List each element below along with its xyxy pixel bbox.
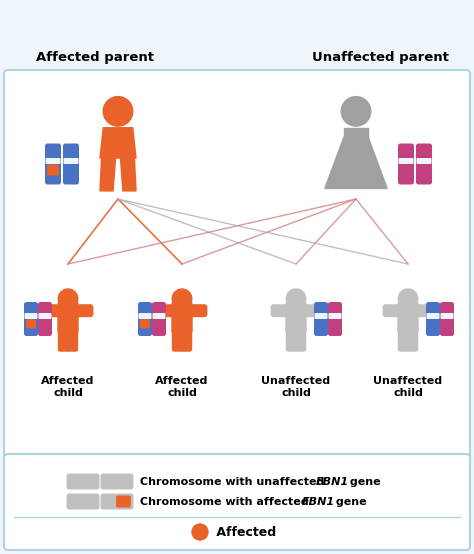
FancyBboxPatch shape (66, 474, 100, 490)
FancyBboxPatch shape (412, 304, 433, 317)
FancyBboxPatch shape (138, 313, 152, 319)
Circle shape (192, 524, 208, 540)
FancyBboxPatch shape (100, 474, 134, 490)
Text: Chromosome with affected: Chromosome with affected (140, 497, 312, 507)
FancyBboxPatch shape (46, 158, 61, 164)
FancyBboxPatch shape (38, 302, 52, 336)
Text: Affected
child: Affected child (41, 376, 95, 398)
FancyBboxPatch shape (314, 302, 328, 336)
FancyBboxPatch shape (416, 143, 432, 184)
FancyBboxPatch shape (58, 327, 70, 352)
FancyBboxPatch shape (383, 304, 404, 317)
FancyBboxPatch shape (43, 304, 64, 317)
FancyBboxPatch shape (186, 304, 208, 317)
Circle shape (58, 289, 78, 309)
Text: Affected
child: Affected child (155, 376, 209, 398)
FancyBboxPatch shape (26, 319, 36, 329)
Text: Unaffected
child: Unaffected child (262, 376, 330, 398)
FancyBboxPatch shape (294, 327, 306, 352)
Polygon shape (100, 128, 136, 158)
FancyBboxPatch shape (63, 143, 79, 184)
FancyBboxPatch shape (328, 302, 342, 336)
FancyBboxPatch shape (285, 301, 307, 334)
FancyBboxPatch shape (417, 158, 431, 164)
FancyBboxPatch shape (57, 301, 79, 334)
FancyBboxPatch shape (152, 302, 166, 336)
FancyBboxPatch shape (427, 313, 439, 319)
FancyBboxPatch shape (398, 327, 410, 352)
FancyBboxPatch shape (180, 327, 192, 352)
Circle shape (398, 289, 418, 309)
FancyBboxPatch shape (398, 143, 414, 184)
FancyBboxPatch shape (315, 313, 328, 319)
Text: FBN1: FBN1 (316, 477, 349, 487)
FancyBboxPatch shape (38, 313, 52, 319)
Text: gene: gene (346, 477, 381, 487)
FancyBboxPatch shape (406, 327, 418, 352)
FancyBboxPatch shape (116, 495, 131, 507)
FancyBboxPatch shape (45, 143, 61, 184)
Circle shape (341, 96, 371, 126)
FancyBboxPatch shape (47, 165, 59, 176)
FancyBboxPatch shape (171, 301, 193, 334)
FancyBboxPatch shape (64, 158, 79, 164)
FancyBboxPatch shape (271, 304, 292, 317)
FancyBboxPatch shape (24, 302, 38, 336)
FancyBboxPatch shape (440, 313, 454, 319)
FancyBboxPatch shape (397, 301, 419, 334)
Text: Chromosome with unaffected: Chromosome with unaffected (140, 477, 328, 487)
FancyBboxPatch shape (4, 454, 470, 550)
FancyBboxPatch shape (172, 327, 184, 352)
Text: Affected parent: Affected parent (36, 51, 154, 64)
Circle shape (172, 289, 192, 309)
Polygon shape (344, 128, 368, 142)
Text: Unaffected parent: Unaffected parent (311, 51, 448, 64)
FancyBboxPatch shape (399, 158, 413, 164)
Polygon shape (120, 158, 136, 191)
FancyBboxPatch shape (140, 319, 150, 329)
FancyBboxPatch shape (156, 304, 178, 317)
FancyBboxPatch shape (66, 327, 78, 352)
Circle shape (103, 96, 133, 126)
FancyBboxPatch shape (72, 304, 93, 317)
Text: gene: gene (332, 497, 366, 507)
Text: FBN1: FBN1 (302, 497, 335, 507)
FancyBboxPatch shape (426, 302, 440, 336)
FancyBboxPatch shape (100, 494, 134, 510)
FancyBboxPatch shape (66, 494, 100, 510)
FancyBboxPatch shape (440, 302, 454, 336)
FancyBboxPatch shape (286, 327, 298, 352)
Circle shape (286, 289, 306, 309)
FancyBboxPatch shape (328, 313, 341, 319)
FancyBboxPatch shape (25, 313, 37, 319)
Text: Affected: Affected (212, 526, 276, 538)
Polygon shape (100, 158, 116, 191)
Polygon shape (325, 137, 387, 188)
FancyBboxPatch shape (138, 302, 152, 336)
FancyBboxPatch shape (4, 70, 470, 458)
FancyBboxPatch shape (153, 313, 165, 319)
FancyBboxPatch shape (300, 304, 321, 317)
Text: Unaffected
child: Unaffected child (374, 376, 443, 398)
